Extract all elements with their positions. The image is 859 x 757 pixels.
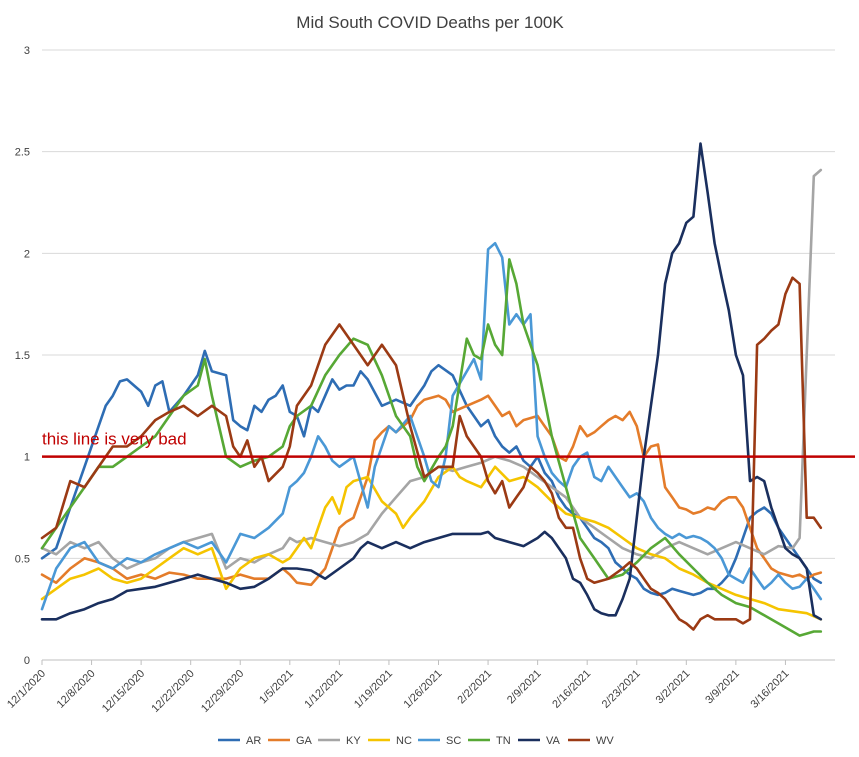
legend-label-sc: SC — [446, 735, 461, 747]
x-axis-ticks: 12/1/2020 12/8/2020 12/15/2020 12/22/2020 12… — [5, 660, 792, 715]
x-tick-label: 3/16/2021 — [748, 668, 791, 711]
y-tick-label: 1 — [24, 452, 30, 464]
x-tick-label: 3/9/2021 — [703, 668, 742, 707]
legend-label-tn: TN — [496, 735, 511, 747]
threshold-annotation: this line is very bad — [42, 430, 855, 458]
y-tick-label: 1.5 — [15, 350, 30, 362]
y-tick-label: 2 — [24, 248, 30, 260]
series-line-tn — [40, 258, 823, 637]
series-line-ga — [40, 394, 823, 587]
x-tick-label: 1/5/2021 — [257, 668, 296, 707]
x-tick-label: 12/29/2020 — [199, 668, 246, 715]
x-tick-label: 2/2/2021 — [455, 668, 494, 707]
x-tick-label: 2/9/2021 — [505, 668, 544, 707]
x-tick-label: 2/16/2021 — [550, 668, 593, 711]
legend-label-nc: NC — [396, 735, 412, 747]
chart-title: Mid South COVID Deaths per 100K — [296, 13, 564, 32]
y-tick-label: 2.5 — [15, 147, 30, 159]
x-tick-label: 12/15/2020 — [100, 668, 147, 715]
y-tick-label: 3 — [24, 45, 30, 57]
y-axis-ticks: 0 0.5 1 1.5 2 2.5 3 — [15, 45, 30, 667]
y-tick-label: 0.5 — [15, 553, 30, 565]
x-tick-label: 12/8/2020 — [55, 668, 98, 711]
legend: AR GA KY NC SC TN VA WV — [218, 735, 614, 747]
x-tick-label: 1/19/2021 — [352, 668, 395, 711]
x-tick-label: 1/26/2021 — [402, 668, 445, 711]
series-line-sc — [40, 241, 823, 611]
legend-label-ar: AR — [246, 735, 261, 747]
legend-label-va: VA — [546, 735, 561, 747]
series-line-va — [40, 142, 823, 621]
series-lines — [40, 142, 823, 637]
series-line-nc — [40, 465, 823, 621]
x-tick-label: 1/12/2021 — [302, 668, 345, 711]
x-tick-label: 2/23/2021 — [600, 668, 643, 711]
legend-label-wv: WV — [596, 735, 614, 747]
x-tick-label: 12/1/2020 — [5, 668, 48, 711]
x-tick-label: 3/2/2021 — [654, 668, 693, 707]
series-line-ar — [40, 349, 823, 597]
gridlines — [42, 49, 835, 661]
threshold-label: this line is very bad — [42, 430, 187, 449]
legend-label-ky: KY — [346, 735, 361, 747]
x-tick-label: 12/22/2020 — [149, 668, 196, 715]
y-tick-label: 0 — [24, 655, 30, 667]
series-line-wv — [40, 276, 823, 631]
legend-label-ga: GA — [296, 735, 313, 747]
